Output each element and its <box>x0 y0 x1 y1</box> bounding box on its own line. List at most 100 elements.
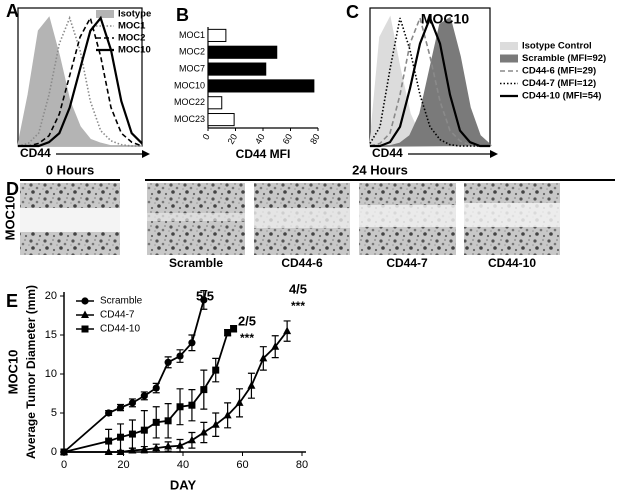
bar <box>207 45 278 59</box>
y-tick-label: 15 <box>45 329 57 341</box>
significance: *** <box>240 331 254 345</box>
marker <box>152 384 160 392</box>
marker <box>188 401 196 409</box>
x-axis-label: CD44 <box>372 146 403 160</box>
legend-label: CD44-7 (MFI=12) <box>522 78 596 89</box>
row-label: MOC10 <box>2 196 17 241</box>
y-tick-label: 0 <box>51 446 57 458</box>
legend-label: Scramble <box>100 296 143 307</box>
annotation: 4/5 <box>289 281 307 296</box>
legend-swatch <box>96 10 114 18</box>
legend-label: MOC1 <box>118 21 146 32</box>
marker <box>176 441 185 449</box>
marker <box>188 339 196 347</box>
panel-label: C <box>346 2 359 22</box>
marker <box>164 442 173 450</box>
legend-swatch <box>500 42 518 50</box>
x-axis-label: CD44 <box>20 146 51 160</box>
marker <box>212 366 220 374</box>
marker <box>116 447 125 455</box>
category-label: MOC10 <box>174 80 205 90</box>
marker <box>128 445 137 454</box>
annotation: 5/5 <box>196 288 214 303</box>
wound-gap <box>359 205 456 227</box>
marker <box>200 386 208 394</box>
bar <box>207 28 227 42</box>
marker <box>200 296 208 304</box>
legend-label: CD44-10 (MFI=54) <box>522 91 601 102</box>
arrow-head <box>142 150 150 158</box>
density-curve <box>17 16 142 147</box>
marker <box>247 381 256 389</box>
x-axis-label: CD44 MFI <box>236 147 291 161</box>
condition-label: CD44-6 <box>281 256 323 270</box>
legend-label: CD44-7 <box>100 310 135 321</box>
panel-label: B <box>176 5 189 25</box>
category-label: MOC7 <box>179 63 205 73</box>
marker <box>230 325 238 333</box>
marker <box>105 437 113 445</box>
y-tick-label: 5 <box>51 407 57 419</box>
legend-marker <box>81 310 89 318</box>
legend-label: MOC2 <box>118 33 145 44</box>
density-curve <box>369 16 493 147</box>
y-axis-label: Average Tumor Diameter (mm) <box>24 285 38 459</box>
legend-label: Isotype Control <box>522 41 592 52</box>
panel-title: MOC10 <box>421 11 469 27</box>
legend-label: CD44-6 (MFI=29) <box>522 66 596 77</box>
legend-label: CD44-10 <box>100 324 140 335</box>
marker <box>152 443 161 452</box>
marker <box>224 329 232 337</box>
significance: *** <box>291 299 305 313</box>
density-curve <box>369 15 490 147</box>
marker <box>128 430 136 438</box>
x-tick-label: 40 <box>177 459 189 471</box>
y-tick-label: 10 <box>45 368 57 380</box>
marker <box>223 410 232 419</box>
wound-gap <box>464 203 560 227</box>
series-line <box>63 299 205 453</box>
marker <box>128 399 137 407</box>
arrow-head <box>490 150 498 158</box>
marker <box>152 418 160 426</box>
marker <box>271 342 280 350</box>
marker <box>60 448 68 456</box>
x-tick-label: 60 <box>236 459 248 471</box>
category-label: MOC2 <box>179 47 205 57</box>
wound-gap <box>147 213 245 221</box>
marker <box>187 435 196 444</box>
density-curve <box>18 15 143 148</box>
condition-label: Scramble <box>169 256 223 270</box>
panel-label: A <box>6 1 19 21</box>
legend-label: Scramble (MFI=92) <box>522 53 606 64</box>
marker <box>235 398 244 406</box>
x-tick-label: 0 <box>201 132 212 141</box>
condition-label: CD44-7 <box>386 256 428 270</box>
condition-label: CD44-10 <box>488 256 536 270</box>
row-label: MOC10 <box>5 350 20 395</box>
x-tick-label: 80 <box>296 459 308 471</box>
density-curve <box>18 15 143 147</box>
bar <box>207 96 223 110</box>
wound-images: 0 Hours 24 Hours MOC10 Scramble CD44-6 C… <box>2 162 615 270</box>
bar <box>207 113 235 127</box>
marker <box>140 426 148 434</box>
legend-label: MOC10 <box>118 45 151 56</box>
annotation: 2/5 <box>238 313 256 328</box>
x-tick-label: 20 <box>226 132 240 146</box>
bar <box>207 62 267 76</box>
panel-label: E <box>6 291 18 311</box>
marker <box>176 403 184 411</box>
x-tick-label: 0 <box>61 459 67 471</box>
category-label: MOC23 <box>174 114 205 124</box>
marker <box>259 353 268 362</box>
marker <box>199 428 208 436</box>
marker <box>176 352 184 360</box>
density-curve <box>369 17 490 147</box>
density-curve <box>370 14 490 148</box>
marker <box>283 326 292 335</box>
marker <box>164 417 172 425</box>
y-tick-label: 20 <box>45 290 57 302</box>
legend-label: Isotype <box>118 9 151 20</box>
